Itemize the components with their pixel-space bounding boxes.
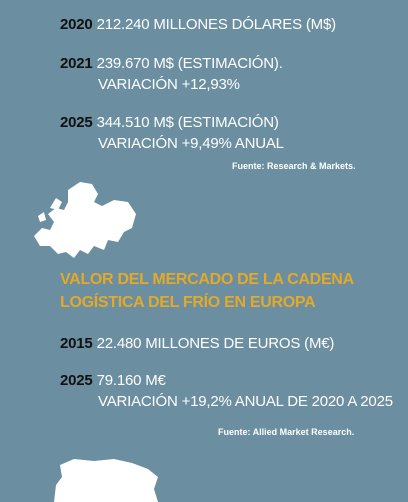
source-world: Fuente: Research & Markets. [232,161,356,171]
title-line-1: VALOR DEL MERCADO DE LA CADENA [60,271,354,288]
world-row-2020: 2020 212.240 MILLONES DÓLARES (M$) [60,14,400,35]
europe-map-icon [34,182,136,258]
world-row-2025: 2025 344.510 M$ (ESTIMACIÓN) VARIACIÓN +9… [60,112,400,154]
value-text: 22.480 MILLONES DE EUROS (M€) [96,335,335,352]
value-text: 239.670 M$ (ESTIMACIÓN). [96,55,283,72]
year-label: 2025 [60,372,93,389]
value-text: 344.510 M$ (ESTIMACIÓN) [96,114,279,131]
world-row-2021: 2021 239.670 M$ (ESTIMACIÓN). VARIACIÓN +… [60,53,400,95]
variation-text: VARIACIÓN +12,93% [98,76,240,93]
year-label: 2025 [60,114,93,131]
year-label: 2021 [60,55,93,72]
variation-text: VARIACIÓN +19,2% ANUAL DE 2020 A 2025 [98,393,393,410]
variation-text: VARIACIÓN +9,49% ANUAL [98,135,284,152]
title-line-2: LOGÍSTICA DEL FRÍO EN EUROPA [60,294,316,311]
europe-row-2025: 2025 79.160 M€ VARIACIÓN +19,2% ANUAL DE … [60,370,400,412]
year-label: 2015 [60,335,93,352]
spain-map-icon [54,459,158,502]
europe-row-2015: 2015 22.480 MILLONES DE EUROS (M€) [60,333,400,354]
source-europe: Fuente: Allied Market Research. [218,427,355,437]
section-title: VALOR DEL MERCADO DE LA CADENA LOGÍSTICA… [60,268,360,314]
year-label: 2020 [60,16,93,33]
value-text: 212.240 MILLONES DÓLARES (M$) [96,16,337,33]
value-text: 79.160 M€ [96,372,166,389]
